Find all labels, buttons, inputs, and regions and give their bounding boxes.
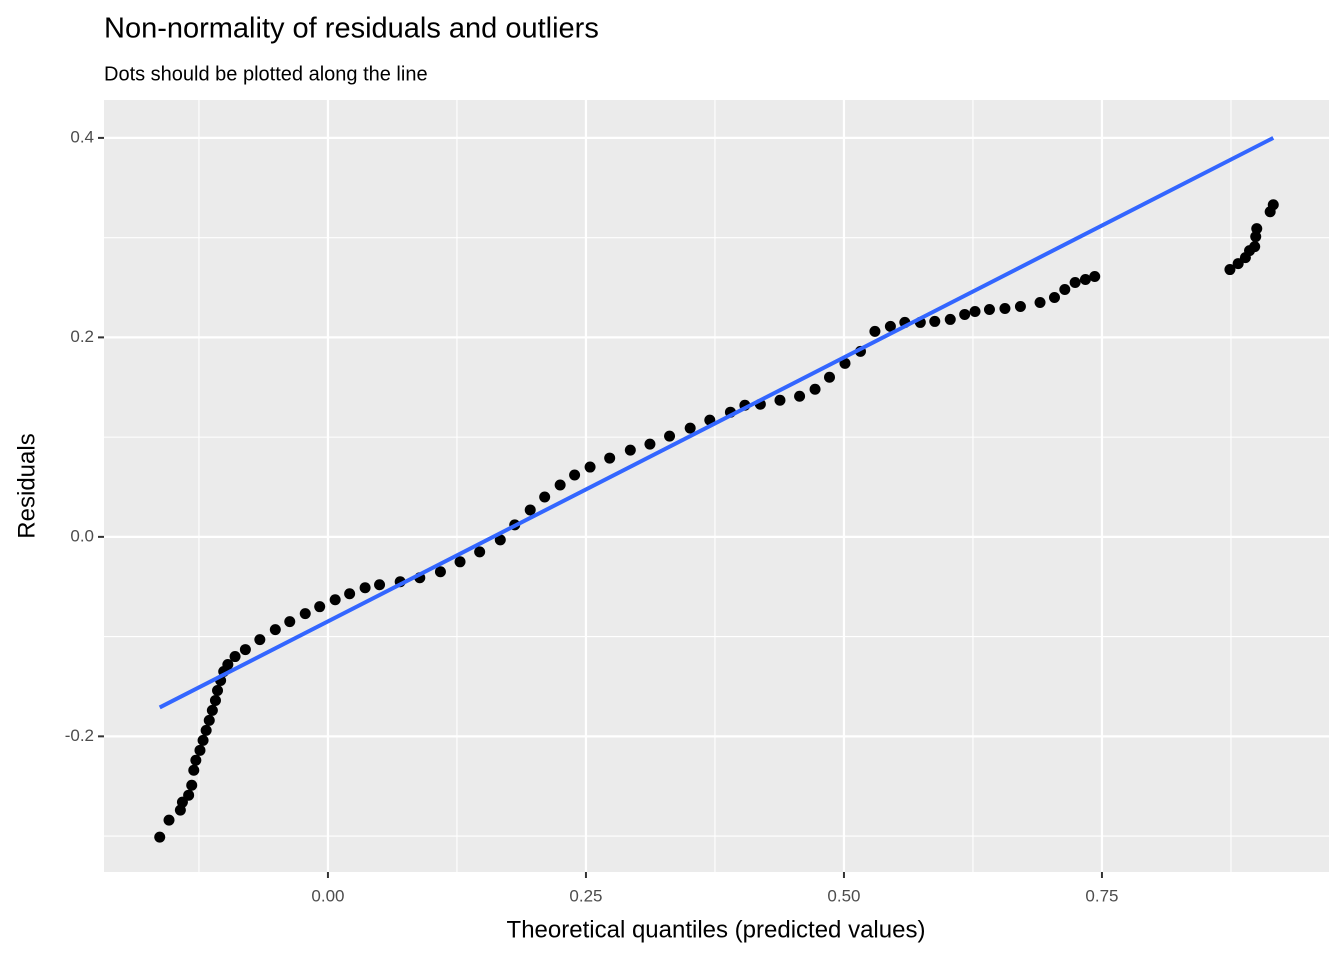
ticks: 0.00 0.25 0.50 0.75 -0.2 0.0 0.2 0.4 (65, 127, 1119, 905)
point (684, 422, 696, 434)
marks (154, 136, 1279, 843)
point (1251, 223, 1263, 235)
chart-subtitle: Dots should be plotted along the line (104, 63, 428, 85)
point (1069, 277, 1081, 289)
point (1059, 284, 1071, 296)
point (539, 491, 551, 503)
point (190, 754, 202, 766)
point (359, 582, 371, 594)
point (183, 789, 195, 801)
y-tick-label: 0.4 (70, 127, 94, 146)
point (329, 594, 341, 606)
y-tick-label: 0.2 (70, 327, 94, 346)
point (163, 814, 175, 826)
point (197, 734, 209, 746)
point (1014, 300, 1026, 312)
point (254, 634, 266, 646)
y-tick-label: -0.2 (65, 726, 94, 745)
point (194, 744, 206, 756)
reference-line (158, 136, 1275, 710)
point (269, 624, 281, 636)
point (344, 588, 356, 600)
point (186, 779, 198, 791)
point (1079, 274, 1091, 286)
point (1089, 271, 1101, 283)
point (454, 556, 466, 568)
point (1034, 296, 1046, 308)
point (884, 320, 896, 332)
point (774, 394, 786, 406)
x-tick-label: 0.50 (827, 886, 860, 905)
point (374, 579, 386, 591)
point (494, 534, 506, 546)
x-axis-label: Theoretical quantiles (predicted values) (507, 916, 926, 943)
point (604, 452, 616, 464)
point (584, 461, 596, 473)
point (569, 469, 581, 481)
point (1249, 241, 1261, 253)
point (959, 308, 971, 320)
grid (104, 100, 1329, 872)
point (200, 724, 212, 736)
point (206, 704, 218, 716)
point (212, 684, 224, 696)
point (434, 566, 446, 578)
y-tick-label: 0.0 (70, 526, 94, 545)
point (284, 616, 296, 628)
point (209, 694, 221, 706)
point (929, 315, 941, 327)
point (314, 601, 326, 613)
point (239, 644, 251, 656)
x-tick-label: 0.75 (1085, 886, 1118, 905)
point (664, 430, 676, 442)
point (524, 504, 536, 516)
point (154, 831, 166, 843)
point (1250, 231, 1262, 243)
point (474, 546, 486, 558)
point (824, 371, 836, 383)
point (1048, 291, 1060, 303)
point (299, 608, 311, 620)
x-tick-label: 0.25 (569, 886, 602, 905)
point (624, 444, 636, 456)
point (222, 659, 234, 671)
point (554, 479, 566, 491)
point (944, 313, 956, 325)
point (203, 714, 215, 726)
point (869, 325, 881, 337)
point (983, 303, 995, 315)
point (1267, 199, 1279, 211)
point (1232, 258, 1244, 270)
point (969, 305, 981, 317)
point (188, 764, 200, 776)
point (644, 438, 656, 450)
y-axis-label: Residuals (13, 433, 40, 538)
point (229, 651, 241, 663)
point (794, 390, 806, 402)
point (809, 383, 821, 395)
point (1224, 264, 1236, 276)
chart-title: Non-normality of residuals and outliers (104, 13, 599, 45)
x-tick-label: 0.00 (311, 886, 344, 905)
panel-background (104, 100, 1329, 872)
point (999, 302, 1011, 314)
